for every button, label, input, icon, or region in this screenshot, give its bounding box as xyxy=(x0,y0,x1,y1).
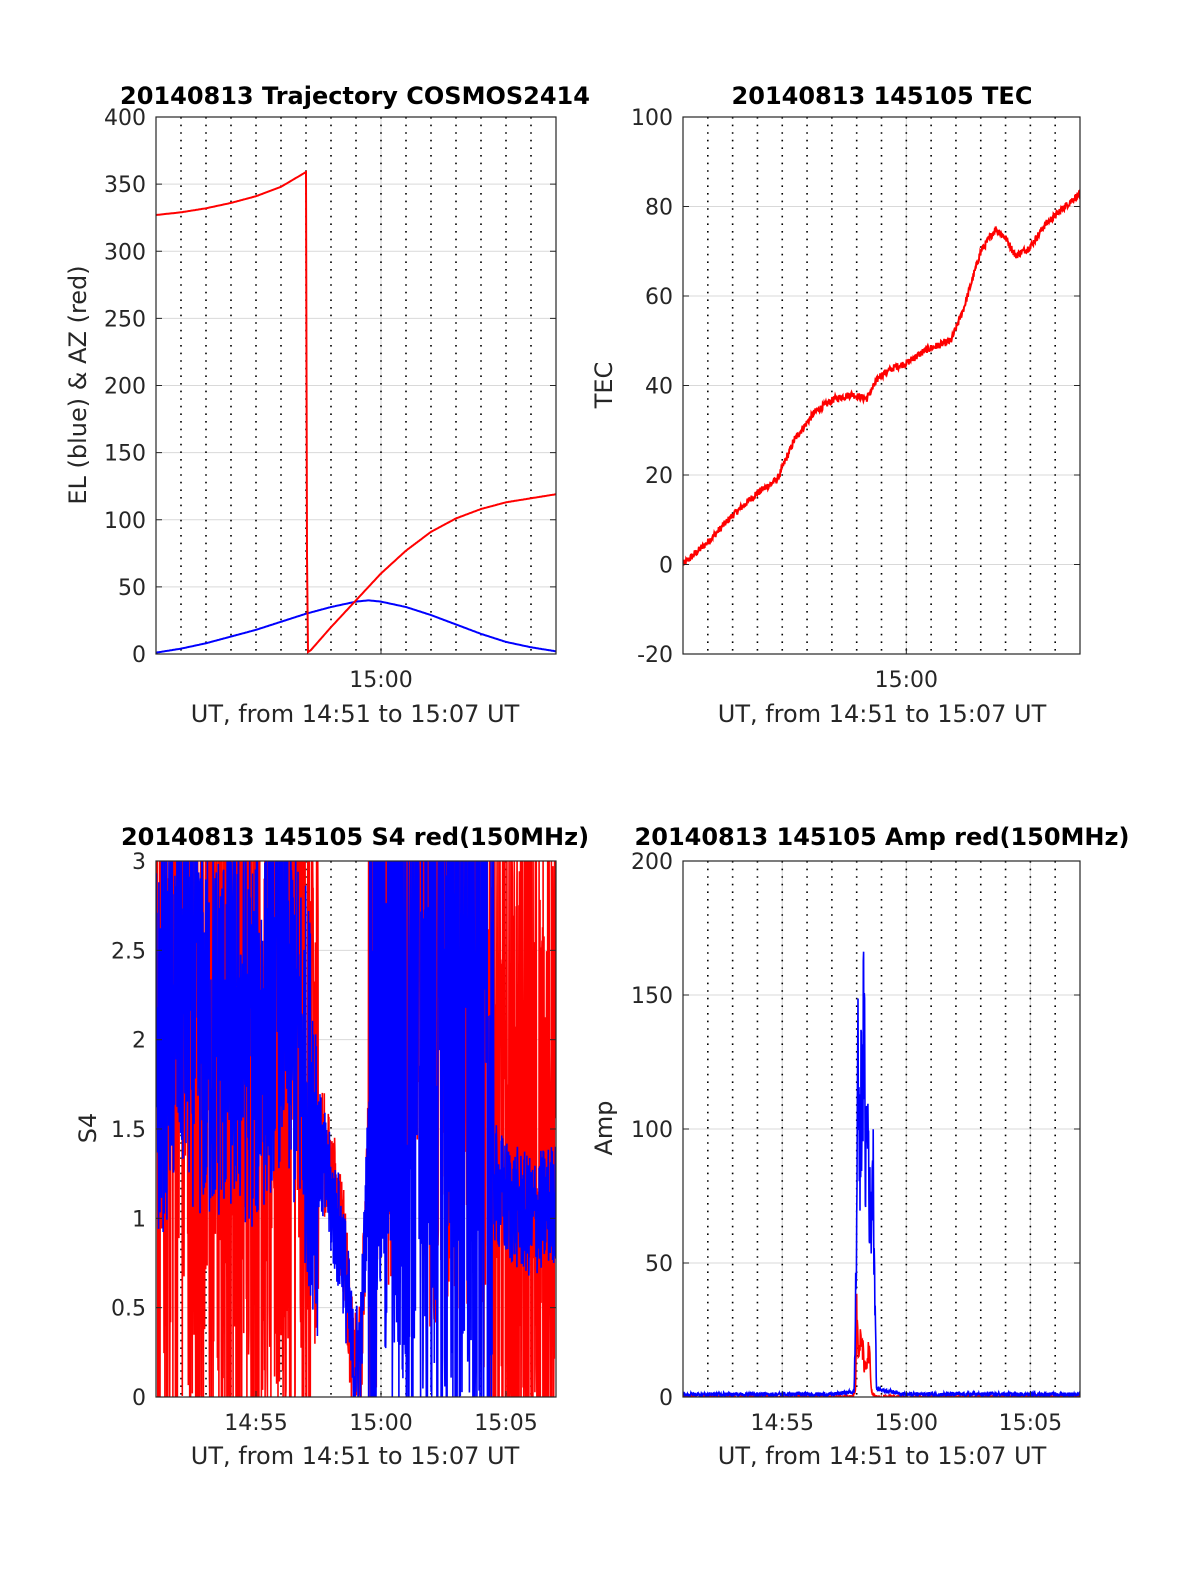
s4-xtick-label: 15:05 xyxy=(474,1411,537,1436)
panel-trajectory: 20140813 Trajectory COSMOS2414 UT, from … xyxy=(64,82,590,728)
panel-amp: 20140813 145105 Amp red(150MHz) UT, from… xyxy=(590,823,1129,1470)
trajectory-ytick-label: 400 xyxy=(104,106,146,131)
panel-s4: 20140813 145105 S4 red(150MHz) UT, from … xyxy=(74,823,589,1470)
s4-xtick-label: 15:00 xyxy=(349,1411,412,1436)
s4-ytick-label: 2 xyxy=(132,1029,146,1054)
tec-ylabel: TEC xyxy=(590,362,618,410)
amp-series-amp-blue xyxy=(683,951,1080,1397)
amp-xtick-label: 15:05 xyxy=(999,1411,1062,1436)
tec-xtick-label: 15:00 xyxy=(875,668,938,693)
s4-series-s4-blue xyxy=(156,861,556,1397)
trajectory-xlabel: UT, from 14:51 to 15:07 UT xyxy=(191,700,520,728)
amp-xtick-label: 15:00 xyxy=(875,1411,938,1436)
tec-title: 20140813 145105 TEC xyxy=(732,82,1033,110)
trajectory-title: 20140813 Trajectory COSMOS2414 xyxy=(120,82,590,110)
trajectory-ytick-label: 250 xyxy=(104,307,146,332)
s4-ytick-label: 2.5 xyxy=(111,939,146,964)
trajectory-ytick-label: 350 xyxy=(104,173,146,198)
s4-ytick-label: 1.5 xyxy=(111,1118,146,1143)
s4-xlabel: UT, from 14:51 to 15:07 UT xyxy=(191,1442,520,1470)
tec-ytick-label: 100 xyxy=(631,106,673,131)
tec-series-tec xyxy=(683,189,1080,566)
amp-ytick-label: 100 xyxy=(631,1118,673,1143)
amp-ytick-label: 200 xyxy=(631,850,673,875)
s4-ytick-label: 0.5 xyxy=(111,1297,146,1322)
trajectory-ytick-label: 150 xyxy=(104,442,146,467)
s4-ylabel: S4 xyxy=(74,1113,102,1144)
trajectory-ytick-label: 200 xyxy=(104,375,146,400)
amp-title: 20140813 145105 Amp red(150MHz) xyxy=(635,823,1130,851)
tec-ytick-label: -20 xyxy=(637,643,673,668)
trajectory-ytick-label: 0 xyxy=(132,643,146,668)
amp-xtick-label: 14:55 xyxy=(751,1411,814,1436)
s4-xtick-label: 14:55 xyxy=(224,1411,287,1436)
tec-ytick-label: 0 xyxy=(659,554,673,579)
tec-ytick-label: 80 xyxy=(645,196,673,221)
trajectory-ylabel: EL (blue) & AZ (red) xyxy=(64,265,92,504)
amp-xlabel: UT, from 14:51 to 15:07 UT xyxy=(718,1442,1047,1470)
trajectory-ytick-label: 100 xyxy=(104,509,146,534)
amp-ylabel: Amp xyxy=(590,1100,618,1155)
s4-title: 20140813 145105 S4 red(150MHz) xyxy=(121,823,589,851)
trajectory-series-az xyxy=(156,170,556,654)
s4-ytick-label: 0 xyxy=(132,1386,146,1411)
s4-ytick-label: 3 xyxy=(132,850,146,875)
amp-ytick-label: 0 xyxy=(659,1386,673,1411)
tec-ytick-label: 60 xyxy=(645,285,673,310)
tec-ytick-label: 40 xyxy=(645,375,673,400)
tec-ytick-label: 20 xyxy=(645,464,673,489)
amp-ytick-label: 50 xyxy=(645,1252,673,1277)
tec-xlabel: UT, from 14:51 to 15:07 UT xyxy=(718,700,1047,728)
trajectory-xtick-label: 15:00 xyxy=(349,668,412,693)
trajectory-ytick-label: 50 xyxy=(118,576,146,601)
panel-tec: 20140813 145105 TEC UT, from 14:51 to 15… xyxy=(590,82,1081,728)
amp-ytick-label: 150 xyxy=(631,984,673,1009)
s4-ytick-label: 1 xyxy=(132,1207,146,1232)
trajectory-ytick-label: 300 xyxy=(104,240,146,265)
